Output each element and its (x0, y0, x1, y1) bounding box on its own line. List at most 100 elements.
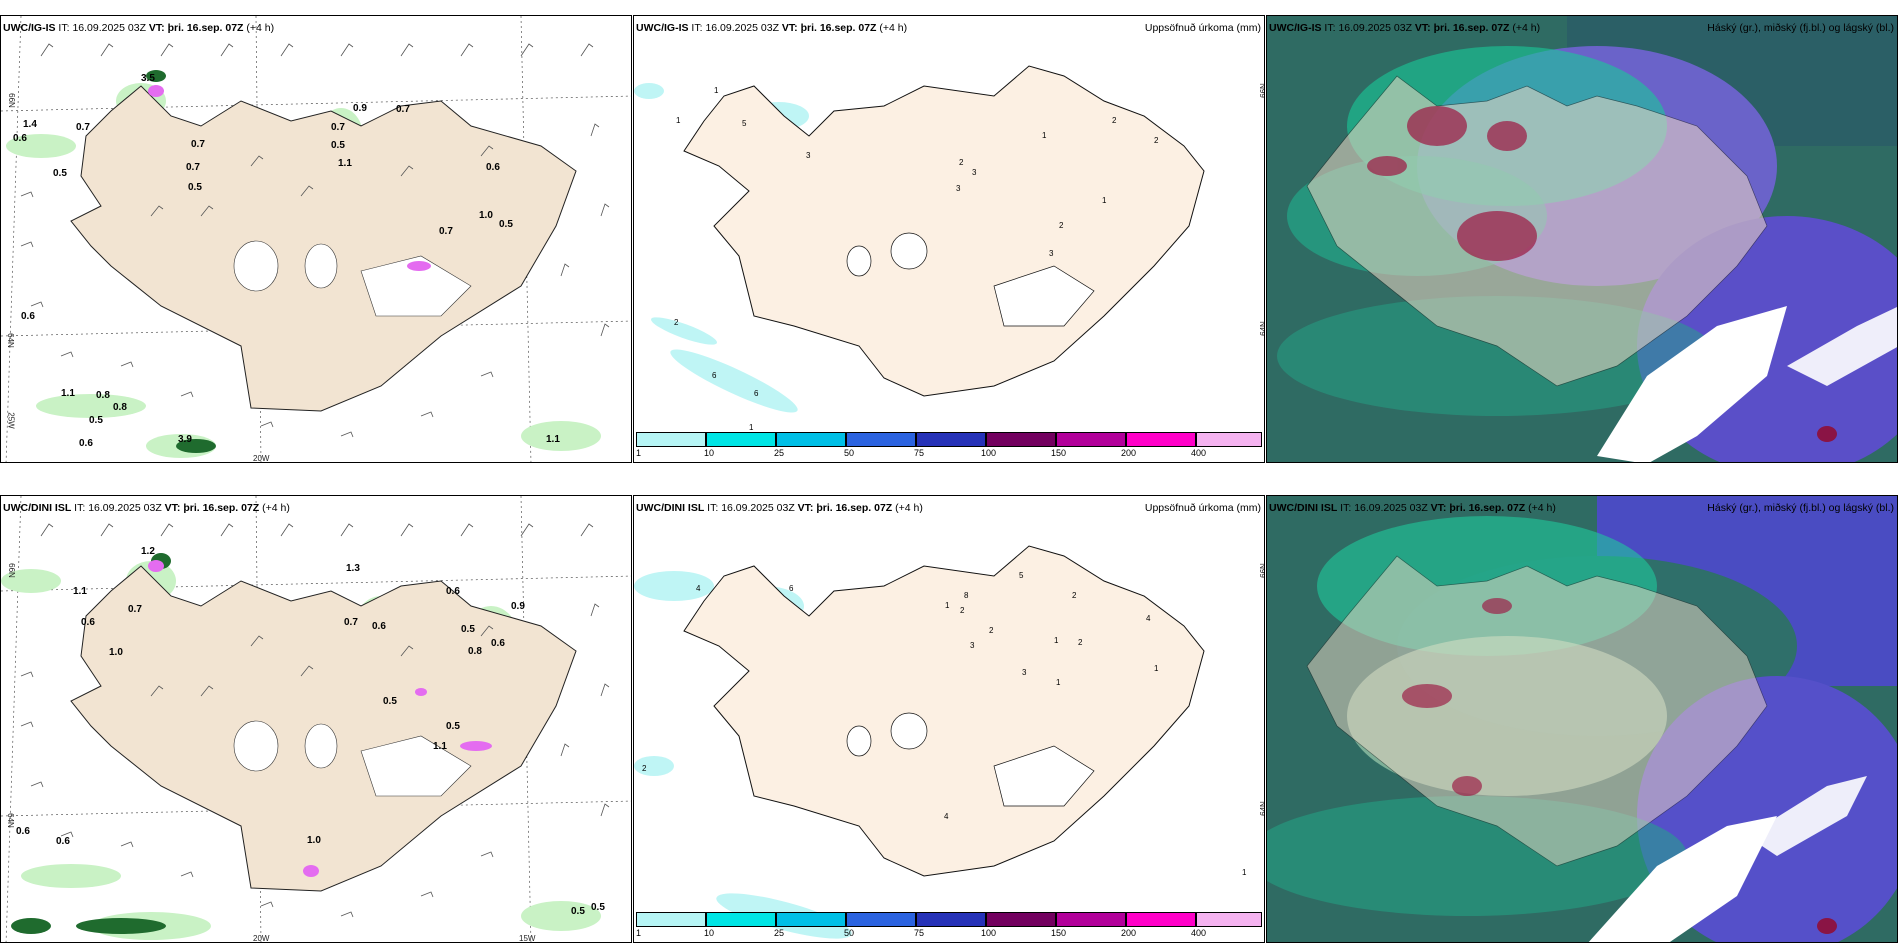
wind-label: 0.6 (486, 162, 500, 173)
wind-label: 0.9 (511, 601, 525, 612)
init-time: 16.09.2025 03Z (1354, 502, 1428, 514)
colorbar-swatch (986, 912, 1056, 927)
map-panel-cloud-dini: UWC/DINI ISL IT: 16.09.2025 03Z VT: þri.… (1266, 495, 1898, 943)
precip-label: 1 (749, 423, 754, 432)
wind-label: 0.5 (331, 140, 345, 151)
panel-title: UWC/IG-IS IT: 16.09.2025 03Z VT: þri. 16… (636, 22, 907, 34)
precip-label: 3 (1049, 249, 1054, 258)
cloud-map (1267, 496, 1897, 942)
colorbar-tick: 100 (981, 928, 997, 938)
precip-label: 2 (1078, 638, 1083, 647)
colorbar-tick: 75 (914, 448, 925, 458)
colorbar-swatch (1126, 432, 1196, 447)
precip-colorbar: 1 10 25 50 75 100 150 200 400 (636, 912, 1262, 940)
wind-label: 0.6 (79, 438, 93, 449)
precip-label: 1 (1056, 678, 1061, 687)
colorbar-swatch (846, 912, 916, 927)
panel-title: UWC/DINI ISL IT: 16.09.2025 03Z VT: þri.… (1269, 502, 1556, 514)
colorbar-swatch (916, 912, 986, 927)
lon-label: 15W (519, 934, 536, 943)
colorbar-swatch (1056, 432, 1126, 447)
colorbar-swatch (846, 432, 916, 447)
it-label: IT: (1340, 502, 1352, 514)
precip-label: 2 (959, 158, 964, 167)
wind-label: 0.5 (499, 219, 513, 230)
lead-time: (+4 h) (262, 502, 290, 514)
precip-label: 8 (964, 591, 969, 600)
precip-label: 1 (1054, 636, 1059, 645)
wind-label: 1.2 (141, 546, 155, 557)
lon-label: 25W (6, 412, 16, 429)
map-panel-precip-igis: UWC/IG-IS IT: 16.09.2025 03Z VT: þri. 16… (633, 15, 1265, 463)
wind-label: 1.1 (73, 586, 87, 597)
wind-map (1, 496, 631, 942)
lon-label: 20W (253, 454, 270, 463)
colorbar-swatch (916, 432, 986, 447)
colorbar-tick: 10 (704, 928, 715, 938)
wind-label: 0.7 (191, 139, 205, 150)
precip-label: 2 (1059, 221, 1064, 230)
precip-label: 6 (754, 389, 759, 398)
colorbar-swatch (706, 432, 776, 447)
init-time: 16.09.2025 03Z (1338, 22, 1412, 34)
wind-label: 0.8 (468, 646, 482, 657)
init-time: 16.09.2025 03Z (88, 502, 162, 514)
precip-label: 6 (789, 584, 794, 593)
wind-label: 0.5 (383, 696, 397, 707)
vt-label: VT: (1414, 22, 1431, 34)
precip-label: 2 (960, 606, 965, 615)
wind-barbs (20, 43, 610, 438)
panel-field-name: Uppsöfnuð úrkoma (mm) (1144, 502, 1261, 514)
lat-label: 66N (6, 563, 16, 578)
vt-label: VT: (148, 22, 165, 34)
wind-label: 1.0 (307, 835, 321, 846)
colorbar-tick: 400 (1191, 448, 1207, 458)
wind-label: 0.5 (188, 182, 202, 193)
wind-label: 0.7 (76, 122, 90, 133)
map-panel-precip-dini: UWC/DINI ISL IT: 16.09.2025 03Z VT: þri.… (633, 495, 1265, 943)
valid-time: þri. 16.sep. 07Z (1449, 502, 1526, 514)
wind-label: 0.7 (344, 617, 358, 628)
vt-label: VT: (781, 22, 798, 34)
panel-field-name: Háský (gr.), miðský (fj.bl.) og lágský (… (1707, 502, 1894, 514)
precip-label: 6 (712, 371, 717, 380)
wind-label: 0.9 (353, 103, 367, 114)
it-label: IT: (58, 22, 70, 34)
iceland-land (1306, 555, 1768, 867)
colorbar-tick: 400 (1191, 928, 1207, 938)
precip-label: 1 (1154, 664, 1159, 673)
wind-label: 0.5 (571, 906, 585, 917)
wind-label: 0.6 (81, 617, 95, 628)
vt-label: VT: (1430, 502, 1447, 514)
colorbar-tick: 200 (1121, 448, 1137, 458)
map-panel-cloud-igis: UWC/IG-IS IT: 16.09.2025 03Z VT: þri. 16… (1266, 15, 1898, 463)
lat-label: 66N (6, 93, 16, 108)
colorbar-tick: 100 (981, 448, 997, 458)
colorbar-swatch (636, 912, 706, 927)
colorbar-tick: 150 (1051, 448, 1067, 458)
lat-label: 64N (1258, 801, 1265, 816)
colorbar-tick: 50 (844, 448, 855, 458)
colorbar-tick: 1 (636, 928, 642, 938)
iceland-land (1306, 75, 1768, 387)
colorbar-swatch (1126, 912, 1196, 927)
map-panel-wind-igis: UWC/IG-IS IT: 16.09.2025 03Z VT: þri. 16… (0, 15, 632, 463)
valid-time: þri. 16.sep. 07Z (167, 22, 244, 34)
colorbar-tick: 25 (774, 448, 785, 458)
it-label: IT: (1324, 22, 1336, 34)
lat-label: 66N (1258, 83, 1265, 98)
valid-time: þri. 16.sep. 07Z (816, 502, 893, 514)
precip-label: 3 (956, 184, 961, 193)
colorbar-swatch (1196, 912, 1262, 927)
precip-label: 3 (972, 168, 977, 177)
wind-label: 1.0 (109, 647, 123, 658)
valid-time: þri. 16.sep. 07Z (183, 502, 260, 514)
wind-label: 3.9 (178, 434, 192, 445)
wind-label: 0.6 (446, 586, 460, 597)
colorbar-swatch (636, 432, 706, 447)
wind-label: 0.7 (439, 226, 453, 237)
wind-label: 1.1 (546, 434, 560, 445)
colorbar-swatch (706, 912, 776, 927)
panel-title: UWC/DINI ISL IT: 16.09.2025 03Z VT: þri.… (636, 502, 923, 514)
panel-field-name: Háský (gr.), miðský (fj.bl.) og lágský (… (1707, 22, 1894, 34)
